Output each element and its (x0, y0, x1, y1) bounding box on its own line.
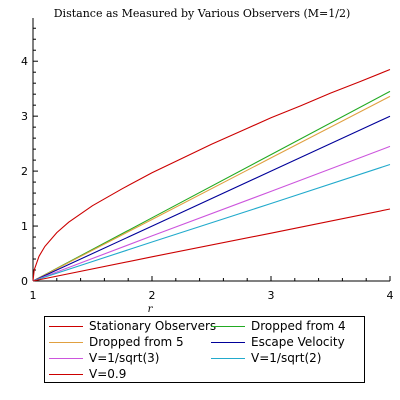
series-line-dropped-from-4 (32, 90, 391, 282)
legend: Stationary Observers Dropped from 4 Droppe… (44, 316, 365, 383)
x-tick-label: 4 (387, 289, 394, 302)
legend-swatch (211, 357, 245, 359)
legend-label: Stationary Observers (89, 319, 217, 333)
x-tick-label: 2 (149, 289, 156, 302)
legend-label: V=0.9 (89, 367, 127, 381)
series-group (32, 68, 391, 282)
legend-swatch (49, 341, 83, 343)
legend-swatch (49, 357, 83, 359)
legend-item: Dropped from 4 (211, 319, 346, 333)
legend-label: V=1/sqrt(2) (251, 351, 322, 365)
series-line-stationary-observers (32, 68, 391, 282)
legend-swatch (49, 373, 83, 375)
legend-swatch (49, 325, 83, 327)
series-line-v-1-sqrt-3 (32, 145, 391, 282)
series-line-dropped-from-5 (32, 95, 391, 282)
series-line-escape-velocity (32, 115, 391, 282)
y-tick-label: 0 (21, 275, 28, 288)
x-axis-label: r (148, 304, 154, 315)
legend-item: V=0.9 (49, 367, 126, 381)
chart-title: Distance as Measured by Various Observer… (54, 7, 351, 20)
legend-swatch (211, 341, 245, 343)
legend-swatch (211, 325, 245, 327)
legend-item: Stationary Observers (49, 319, 216, 333)
legend-label: V=1/sqrt(3) (89, 351, 160, 365)
legend-label: Dropped from 5 (89, 335, 184, 349)
series-line-v-0-9 (32, 208, 391, 282)
y-tick-label: 4 (21, 55, 28, 68)
series-line-v-1-sqrt-2 (32, 163, 391, 282)
x-tick-label: 1 (30, 289, 37, 302)
legend-item: Dropped from 5 (49, 335, 184, 349)
legend-label: Dropped from 4 (251, 319, 346, 333)
y-tick-label: 3 (21, 110, 28, 123)
legend-item: Escape Velocity (211, 335, 345, 349)
legend-item: V=1/sqrt(3) (49, 351, 159, 365)
x-tick-label: 3 (268, 289, 275, 302)
legend-label: Escape Velocity (251, 335, 345, 349)
y-tick-label: 1 (21, 220, 28, 233)
y-tick-label: 2 (21, 165, 28, 178)
legend-item: V=1/sqrt(2) (211, 351, 321, 365)
